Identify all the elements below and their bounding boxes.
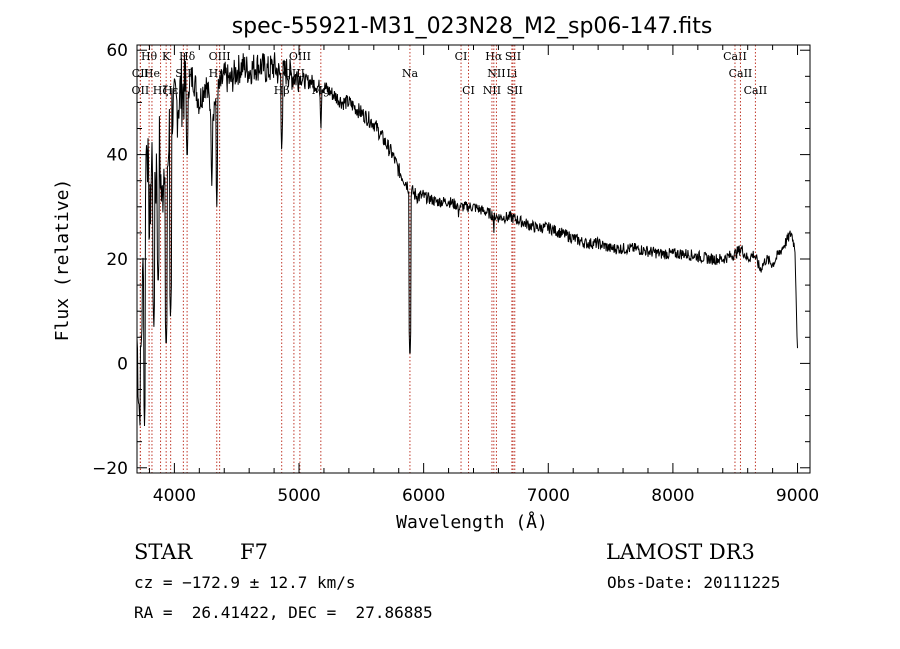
line-label-8: CaII [723, 50, 747, 63]
y-tick-label--20: −20 [92, 459, 128, 479]
survey-name: LAMOST DR3 [606, 540, 755, 564]
line-label-7: SII [505, 50, 521, 63]
line-label-16: Li [506, 67, 517, 80]
x-tick-label-4000: 4000 [153, 486, 196, 506]
line-label-20: Hε [163, 84, 179, 97]
line-label-6: Hα [485, 50, 503, 63]
line-label-5: CI [455, 50, 468, 63]
line-label-21: Hβ [274, 84, 290, 97]
x-tick-label-5000: 5000 [277, 486, 320, 506]
line-label-24: NII [483, 84, 501, 97]
line-label-1: K [162, 50, 171, 63]
y-tick-label-40: 40 [106, 146, 128, 166]
coordinates: RA = 26.41422, DEC = 27.86885 [134, 603, 433, 622]
x-axis-label: Wavelength (Å) [396, 511, 548, 533]
y-tick-label-20: 20 [106, 250, 128, 270]
y-axis-label: Flux (relative) [52, 179, 73, 342]
redshift-velocity: cz = −172.9 ± 12.7 km/s [134, 573, 356, 592]
object-class: STAR [134, 540, 193, 564]
line-label-23: CI [462, 84, 475, 97]
x-tick-label-8000: 8000 [651, 486, 694, 506]
object-subclass: F7 [240, 540, 268, 564]
line-label-25: SII [507, 84, 523, 97]
line-label-18: OII [132, 84, 150, 97]
y-tick-label-60: 60 [106, 41, 128, 61]
line-label-3: OIII [209, 50, 231, 63]
line-label-4: OIII [289, 50, 311, 63]
flux-series [136, 52, 798, 427]
observation-date: Obs-Date: 20111225 [607, 573, 781, 592]
line-label-17: CaII [729, 67, 753, 80]
axes: 4000 5000 6000 7000 8000 9000 −20 0 20 40 60 [92, 41, 819, 506]
x-tick-label-7000: 7000 [527, 486, 570, 506]
line-label-10: He [144, 67, 160, 80]
y-tick-label-0: 0 [117, 354, 128, 374]
line-label-0: Hθ [141, 50, 158, 63]
chart-title: spec-55921-M31_023N28_M2_sp06-147.fits [232, 14, 713, 39]
line-label-19: Hζ [153, 84, 169, 97]
line-label-15: NII [487, 67, 505, 80]
flux-line [136, 52, 798, 427]
line-label-26: CaII [744, 84, 768, 97]
line-label-11: SII [175, 67, 191, 80]
x-tick-label-6000: 6000 [402, 486, 445, 506]
line-label-14: Na [402, 67, 419, 80]
x-tick-label-9000: 9000 [776, 486, 819, 506]
